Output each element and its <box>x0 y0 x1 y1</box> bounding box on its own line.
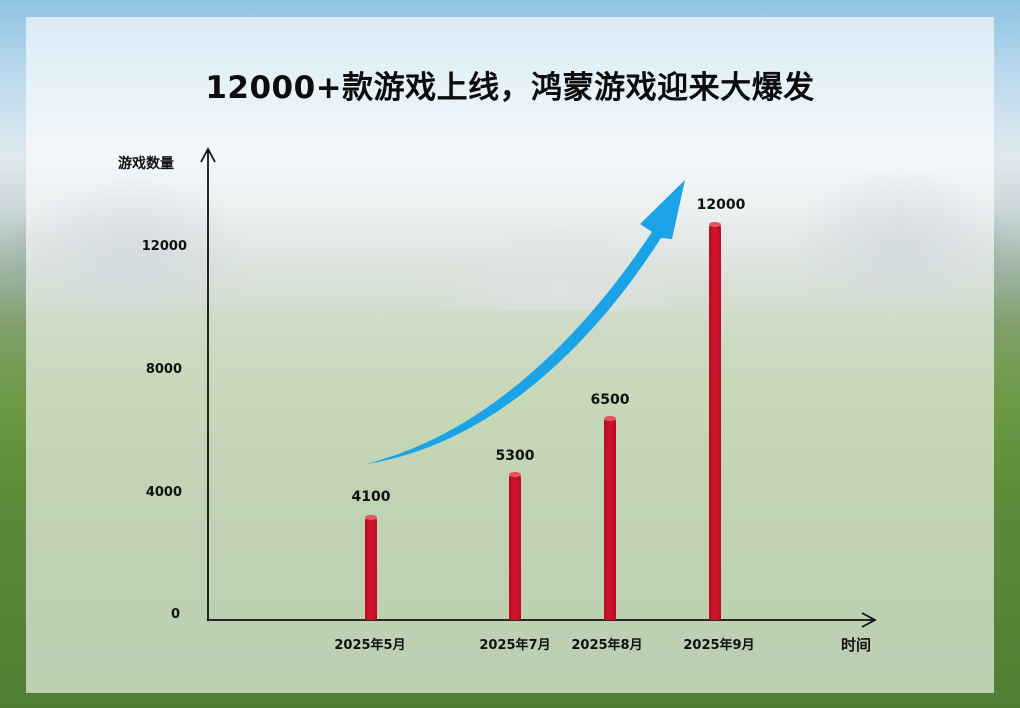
x-axis-label: 时间 <box>841 636 872 654</box>
bar-2025-07 <box>509 472 521 620</box>
bar-2025-05 <box>365 515 377 620</box>
y-tick-0: 0 <box>170 607 180 622</box>
x-tick-2025-05: 2025年5月 <box>334 638 406 653</box>
x-axis <box>207 612 877 628</box>
x-tick-2025-09: 2025年9月 <box>683 638 755 653</box>
y-axis <box>200 147 216 621</box>
trend-arrow-icon <box>366 180 685 464</box>
bar-value-label: 4100 <box>351 489 391 505</box>
bar-2025-09 <box>709 222 721 620</box>
x-tick-2025-07: 2025年7月 <box>479 638 551 653</box>
bar-value-label: 12000 <box>696 197 746 213</box>
chart-title: 12000+款游戏上线，鸿蒙游戏迎来大爆发 <box>205 70 815 106</box>
y-tick-12000: 12000 <box>141 239 187 254</box>
y-tick-8000: 8000 <box>145 362 182 377</box>
y-axis-label: 游戏数量 <box>118 156 174 172</box>
x-tick-2025-08: 2025年8月 <box>571 638 643 653</box>
bar-value-label: 5300 <box>495 448 535 464</box>
bar-2025-08 <box>604 416 616 620</box>
bar-value-label: 6500 <box>590 392 630 408</box>
y-tick-4000: 4000 <box>145 485 182 500</box>
